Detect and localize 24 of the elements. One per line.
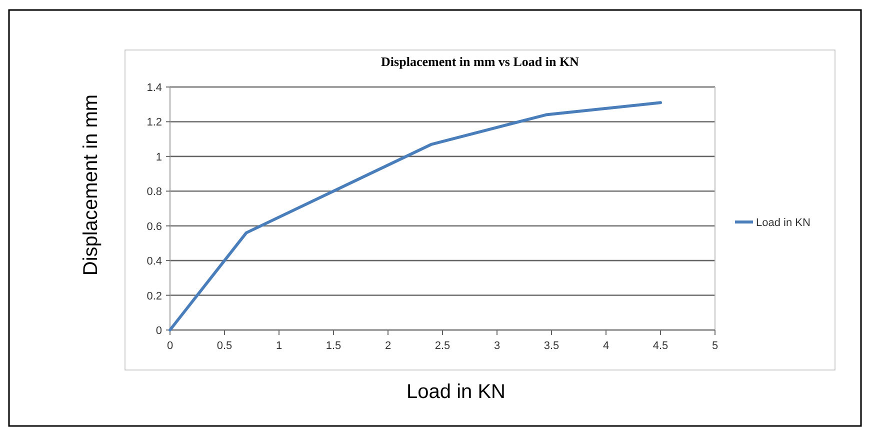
x-tick-label: 3 — [494, 340, 500, 352]
y-tick-label: 0 — [156, 325, 162, 337]
x-tick-label: 2 — [384, 340, 392, 352]
y-axis-title: Displacement in mm — [80, 94, 102, 276]
y-tick-label: 0.2 — [146, 290, 162, 302]
y-tick-label: 0.6 — [146, 220, 162, 233]
x-tick-label: 5 — [712, 340, 718, 352]
x-tick-label: 4.5 — [652, 340, 668, 352]
x-tick-label: 4 — [602, 340, 610, 352]
x-tick-label: 2.5 — [434, 340, 450, 352]
x-axis-title: Load in KN — [406, 381, 506, 403]
y-tick-label: 0.8 — [146, 186, 162, 198]
x-tick-label: 1.5 — [326, 340, 342, 352]
chart-title: Displacement in mm vs Load in KN — [381, 54, 580, 69]
legend-label: Load in KN — [756, 217, 810, 229]
y-tick-label: 1.2 — [146, 116, 162, 129]
x-tick-label: 3.5 — [544, 340, 560, 352]
x-tick-label: 1 — [276, 340, 282, 352]
x-tick-label: 0.5 — [216, 340, 232, 352]
y-tick-label: 0.4 — [146, 256, 162, 268]
y-tick-label: 1.4 — [146, 82, 162, 94]
line-series — [168, 101, 662, 332]
x-tick-label: 0 — [166, 340, 174, 352]
y-tick-label: 1 — [156, 151, 162, 164]
